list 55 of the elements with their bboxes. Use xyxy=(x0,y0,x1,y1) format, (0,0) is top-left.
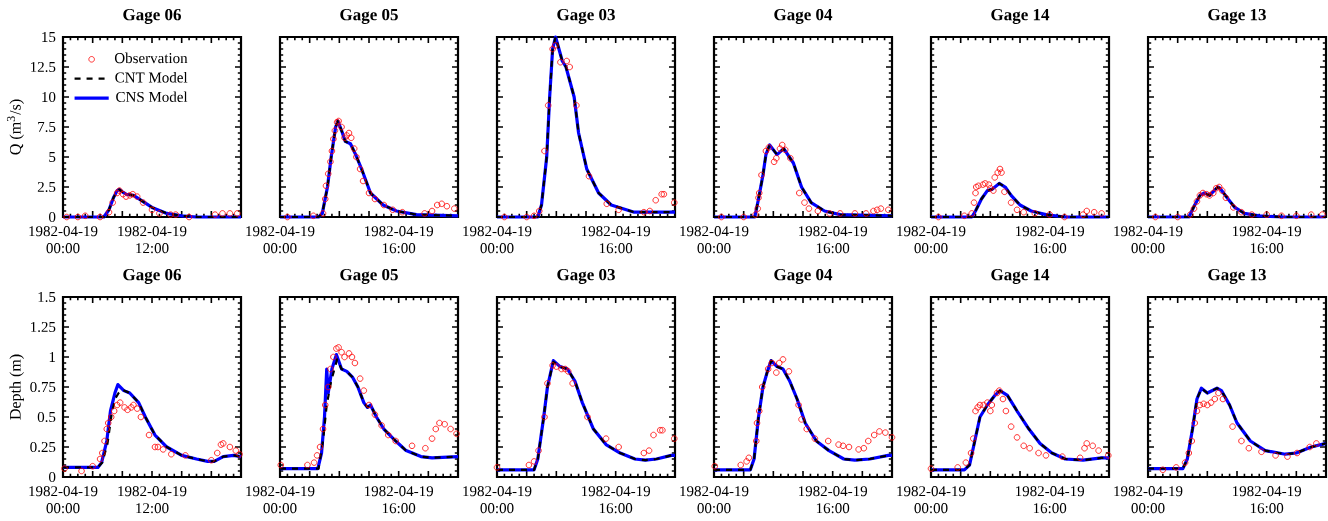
x-tick-label: 1982-04-19 00:00 xyxy=(463,226,532,254)
x-tick-label: 1982-04-19 16:00 xyxy=(365,226,434,254)
y-tick-label: 1.5 xyxy=(38,291,56,303)
y-tick-label: 2.5 xyxy=(37,181,56,193)
chart-title: Gage 03 xyxy=(557,8,615,24)
x-tick-label: 1982-04-19 00:00 xyxy=(246,486,315,514)
y-tick-label: 1.25 xyxy=(31,321,56,333)
chart-title: Gage 03 xyxy=(557,268,615,284)
x-tick-label: 1982-04-19 16:00 xyxy=(582,486,651,514)
x-tick-label: 1982-04-19 16:00 xyxy=(582,226,651,254)
x-tick-label: 1982-04-19 16:00 xyxy=(1016,226,1085,254)
x-tick-label: 1982-04-19 00:00 xyxy=(680,486,749,514)
x-tick-label: 1982-04-19 16:00 xyxy=(799,486,868,514)
x-tick-label: 1982-04-19 00:00 xyxy=(897,226,966,254)
x-tick-label: 1982-04-19 16:00 xyxy=(1016,486,1085,514)
y-tick-label: 0.5 xyxy=(37,411,56,423)
chart-title: Gage 04 xyxy=(774,268,833,284)
y-tick-label: 12.5 xyxy=(31,61,56,73)
chart-title: Gage 06 xyxy=(123,268,182,284)
chart-title: Gage 05 xyxy=(340,8,398,24)
x-tick-label: 1982-04-19 00:00 xyxy=(29,486,98,514)
x-tick-label: 1982-04-19 16:00 xyxy=(1233,486,1302,514)
chart-title: Gage 14 xyxy=(991,8,1050,24)
x-tick-label: 1982-04-19 12:00 xyxy=(118,486,187,514)
x-tick-label: 1982-04-19 12:00 xyxy=(118,226,187,254)
x-tick-label: 1982-04-19 16:00 xyxy=(1233,226,1302,254)
y-tick-label: 0 xyxy=(49,211,56,223)
x-tick-label: 1982-04-19 00:00 xyxy=(246,226,315,254)
y-axis-title: Q (m$^{3}$/s) xyxy=(6,99,24,155)
x-tick-label: 1982-04-19 16:00 xyxy=(799,226,868,254)
y-axis-title: Depth (m) xyxy=(9,354,24,420)
legend-label: CNS Model xyxy=(116,91,188,102)
chart-title: Gage 06 xyxy=(123,8,181,24)
x-tick-label: 1982-04-19 00:00 xyxy=(29,226,98,254)
chart-title: Gage 04 xyxy=(774,8,833,24)
x-tick-label: 1982-04-19 00:00 xyxy=(897,486,966,514)
y-tick-label: 0.25 xyxy=(30,441,56,453)
chart-title: Gage 13 xyxy=(1208,268,1266,284)
y-tick-label: 10 xyxy=(42,91,56,103)
y-tick-label: 0.75 xyxy=(30,381,56,393)
y-tick-label: 0 xyxy=(49,471,56,483)
legend-label: CNT Model xyxy=(115,72,188,83)
chart-title: Gage 13 xyxy=(1208,8,1266,24)
y-tick-label: 15 xyxy=(42,31,56,43)
legend-label: Observation xyxy=(114,52,188,64)
y-tick-label: 1 xyxy=(49,352,56,362)
chart-title: Gage 14 xyxy=(991,268,1050,284)
y-tick-label: 5 xyxy=(49,152,56,162)
x-tick-label: 1982-04-19 16:00 xyxy=(365,486,434,514)
chart-title: Gage 05 xyxy=(340,268,398,284)
x-tick-label: 1982-04-19 00:00 xyxy=(1114,486,1183,514)
x-tick-label: 1982-04-19 00:00 xyxy=(1114,226,1183,254)
y-tick-label: 7.5 xyxy=(38,121,56,133)
x-tick-label: 1982-04-19 00:00 xyxy=(463,486,532,514)
x-tick-label: 1982-04-19 00:00 xyxy=(680,226,749,254)
